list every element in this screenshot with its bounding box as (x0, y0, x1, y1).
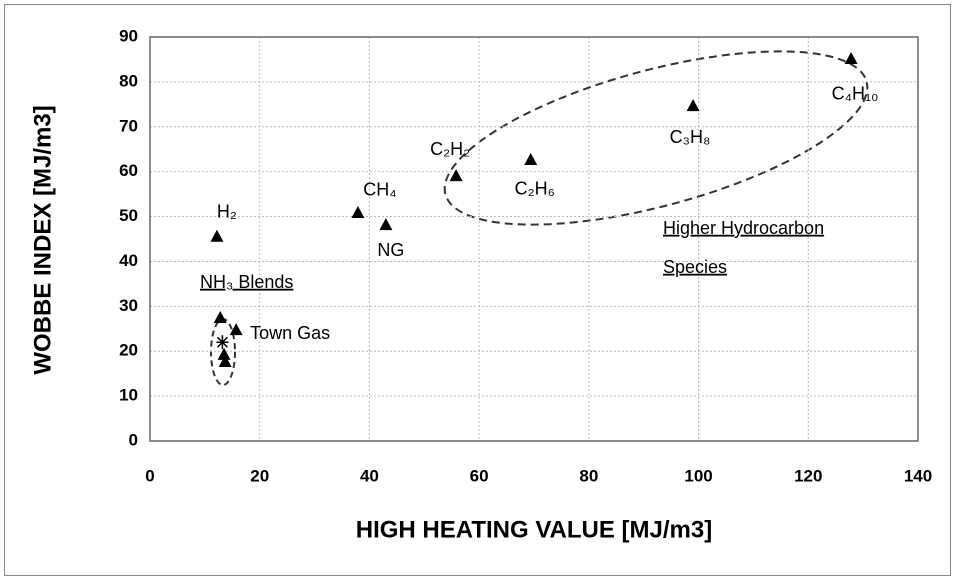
point-label: C₂H₂ (430, 139, 470, 159)
x-tick-label: 40 (360, 466, 379, 485)
x-tick-label: 20 (250, 466, 269, 485)
point (210, 229, 224, 242)
y-tick-label: 90 (119, 26, 138, 45)
point-label: NG (377, 240, 404, 260)
point (449, 169, 463, 182)
frame (4, 4, 951, 576)
point (686, 99, 700, 112)
y-tick-label: 60 (119, 161, 138, 180)
point (524, 152, 538, 165)
x-tick-label: 100 (684, 466, 712, 485)
y-tick-label: 50 (119, 206, 138, 225)
point (217, 347, 231, 360)
plot-border (149, 36, 919, 442)
x-axis-label: HIGH HEATING VALUE [MJ/m3] (356, 516, 712, 543)
point (218, 354, 232, 367)
group-label: Higher Hydrocarbon (663, 218, 824, 238)
x-tick-label: 80 (579, 466, 598, 485)
point-label: CH₄ (363, 180, 396, 200)
x-tick-label: 0 (145, 466, 154, 485)
y-tick-label: 40 (119, 251, 138, 270)
point (229, 323, 243, 336)
group-label: NH₃ Blends (200, 272, 293, 292)
y-tick-label: 80 (119, 71, 138, 90)
point (844, 51, 858, 64)
point (216, 335, 229, 350)
y-tick-label: 30 (119, 296, 138, 315)
point-label: Town Gas (250, 323, 330, 343)
point-label: C₂H₆ (515, 179, 555, 199)
y-tick-label: 0 (129, 430, 138, 449)
point-label: H₂ (217, 202, 237, 222)
x-tick-label: 60 (470, 466, 489, 485)
point (213, 311, 227, 324)
point (379, 218, 393, 231)
y-axis-label: WOBBE INDEX [MJ/m3] (29, 105, 56, 374)
point-label: C₃H₈ (670, 127, 711, 147)
point (351, 205, 365, 218)
group-label: Species (663, 257, 727, 277)
x-tick-label: 120 (794, 466, 822, 485)
y-tick-label: 70 (119, 116, 138, 135)
point-label: C₄H₁₀ (832, 84, 879, 104)
y-tick-label: 20 (119, 341, 138, 360)
y-tick-label: 10 (119, 386, 138, 405)
x-tick-label: 140 (904, 466, 932, 485)
